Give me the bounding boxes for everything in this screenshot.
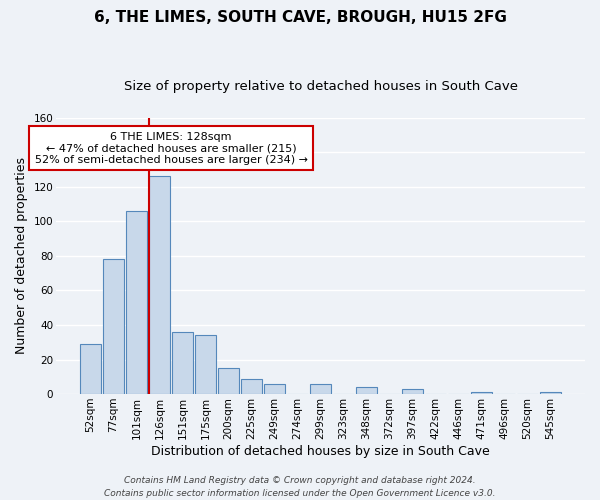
Bar: [195, 336, 216, 394]
Title: Size of property relative to detached houses in South Cave: Size of property relative to detached ho…: [124, 80, 518, 93]
Bar: [241, 378, 262, 394]
Text: Contains HM Land Registry data © Crown copyright and database right 2024.
Contai: Contains HM Land Registry data © Crown c…: [104, 476, 496, 498]
Text: 6, THE LIMES, SOUTH CAVE, BROUGH, HU15 2FG: 6, THE LIMES, SOUTH CAVE, BROUGH, HU15 2…: [94, 10, 506, 25]
X-axis label: Distribution of detached houses by size in South Cave: Distribution of detached houses by size …: [151, 444, 490, 458]
Text: 6 THE LIMES: 128sqm
← 47% of detached houses are smaller (215)
52% of semi-detac: 6 THE LIMES: 128sqm ← 47% of detached ho…: [35, 132, 308, 165]
Bar: [264, 384, 285, 394]
Bar: [149, 176, 170, 394]
Bar: [540, 392, 561, 394]
Bar: [402, 389, 423, 394]
Bar: [310, 384, 331, 394]
Bar: [356, 387, 377, 394]
Bar: [172, 332, 193, 394]
Bar: [126, 211, 147, 394]
Bar: [471, 392, 492, 394]
Bar: [80, 344, 101, 394]
Bar: [218, 368, 239, 394]
Bar: [103, 260, 124, 394]
Y-axis label: Number of detached properties: Number of detached properties: [15, 158, 28, 354]
